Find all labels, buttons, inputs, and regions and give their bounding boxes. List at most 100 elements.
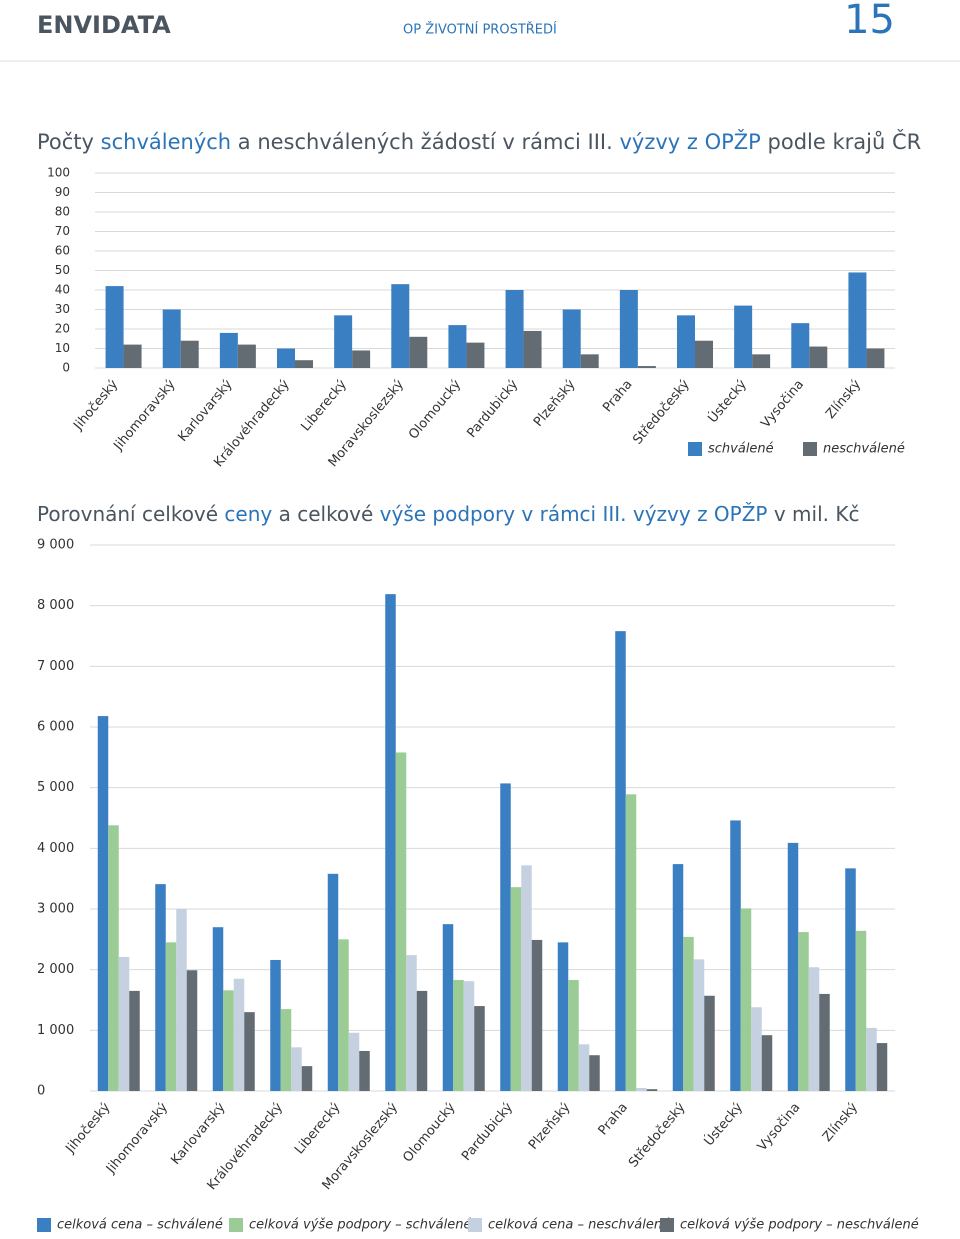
title-part: schválených — [101, 130, 231, 154]
bar — [223, 990, 234, 1091]
bar — [338, 939, 349, 1091]
bar — [129, 990, 140, 1091]
bar — [580, 354, 599, 368]
bar — [589, 1055, 600, 1091]
legend-swatch — [803, 442, 817, 456]
bar — [672, 864, 684, 1091]
legend-swatch — [37, 1218, 51, 1232]
bar — [734, 305, 753, 368]
y-tick-label: 50 — [55, 263, 70, 277]
bar — [244, 1012, 255, 1091]
bar — [855, 930, 867, 1091]
bar — [695, 340, 713, 368]
bar — [791, 323, 810, 368]
title-part: ceny — [224, 502, 272, 526]
y-tick-label: 70 — [55, 224, 70, 238]
x-tick-label: Praha — [600, 377, 635, 415]
bar — [568, 979, 579, 1091]
x-tick-label: Jihočeský — [63, 1100, 114, 1157]
bar — [625, 794, 637, 1091]
bar — [704, 995, 715, 1091]
x-tick-label: Karlovarský — [175, 377, 235, 445]
y-tick-label: 90 — [55, 185, 70, 199]
bar — [165, 942, 177, 1091]
bar — [787, 842, 799, 1091]
legend-swatch — [229, 1218, 243, 1232]
bar — [448, 325, 467, 368]
x-tick-label: Olomoucký — [406, 377, 464, 442]
bar — [270, 959, 281, 1091]
chart-title: Porovnání celkové ceny a celkové výše po… — [37, 502, 859, 526]
bar — [409, 336, 428, 368]
chart-title: Počty schválených a neschválených žádost… — [37, 129, 921, 154]
y-tick-label: 8 000 — [37, 598, 74, 613]
bar — [523, 330, 542, 368]
bar — [118, 956, 130, 1091]
bar — [466, 342, 485, 368]
bar — [677, 315, 695, 368]
bar — [334, 315, 353, 368]
bar — [280, 1009, 292, 1091]
bar — [761, 1035, 773, 1091]
y-tick-label: 100 — [47, 166, 70, 180]
y-tick-label: 2 000 — [37, 962, 74, 977]
x-tick-label: Pardubický — [459, 1100, 516, 1164]
bar — [406, 955, 417, 1091]
bar — [295, 360, 313, 368]
bar — [453, 979, 464, 1091]
bar — [162, 309, 181, 368]
bar — [463, 981, 475, 1091]
bar — [352, 350, 371, 368]
bar — [301, 1066, 313, 1091]
bar — [180, 340, 199, 368]
bar — [637, 366, 656, 368]
title-part: podle krajů ČR — [761, 129, 921, 154]
legend-label: neschválené — [823, 442, 905, 457]
title-part: a celkové — [272, 502, 379, 526]
y-tick-label: 30 — [55, 302, 70, 316]
legend-label: celková cena – schválené — [57, 1218, 223, 1233]
y-tick-label: 1 000 — [37, 1023, 74, 1038]
x-tick-label: Vysočina — [758, 377, 807, 431]
bar — [348, 1032, 360, 1091]
bar — [186, 970, 198, 1091]
x-tick-label: Ústecký — [705, 376, 750, 426]
bar — [531, 939, 543, 1091]
bar — [233, 978, 245, 1091]
y-tick-label: 6 000 — [37, 720, 74, 735]
bar — [808, 967, 820, 1091]
x-tick-label: Liberecký — [292, 1100, 344, 1157]
bar — [277, 348, 295, 368]
bar — [97, 716, 109, 1091]
x-tick-label: Zlínský — [820, 1100, 861, 1145]
title-part: Počty — [37, 130, 101, 154]
y-tick-label: 5 000 — [37, 780, 74, 795]
x-tick-label: Jihočeský — [70, 377, 121, 434]
bar — [866, 348, 885, 368]
bar — [416, 990, 428, 1091]
bar — [108, 825, 119, 1091]
legend-swatch — [468, 1218, 482, 1232]
bar — [866, 1027, 877, 1091]
x-tick-label: Karlovarský — [168, 1100, 228, 1168]
y-tick-label: 0 — [62, 361, 70, 375]
title-part: Porovnání celkové — [37, 502, 224, 526]
bar — [505, 290, 524, 368]
bar — [291, 1047, 302, 1091]
bar — [740, 908, 752, 1091]
legend-label: schválené — [708, 442, 774, 457]
bar — [500, 783, 511, 1091]
bar — [474, 1006, 485, 1091]
bar — [105, 286, 124, 368]
page-number: 15 — [844, 0, 895, 43]
bar — [521, 865, 532, 1091]
bar — [798, 932, 809, 1091]
bar — [646, 1089, 658, 1091]
bar — [385, 594, 396, 1091]
bar — [391, 284, 410, 368]
x-tick-label: Zlínský — [823, 377, 864, 422]
bar — [562, 309, 581, 368]
y-tick-label: 20 — [55, 322, 70, 336]
